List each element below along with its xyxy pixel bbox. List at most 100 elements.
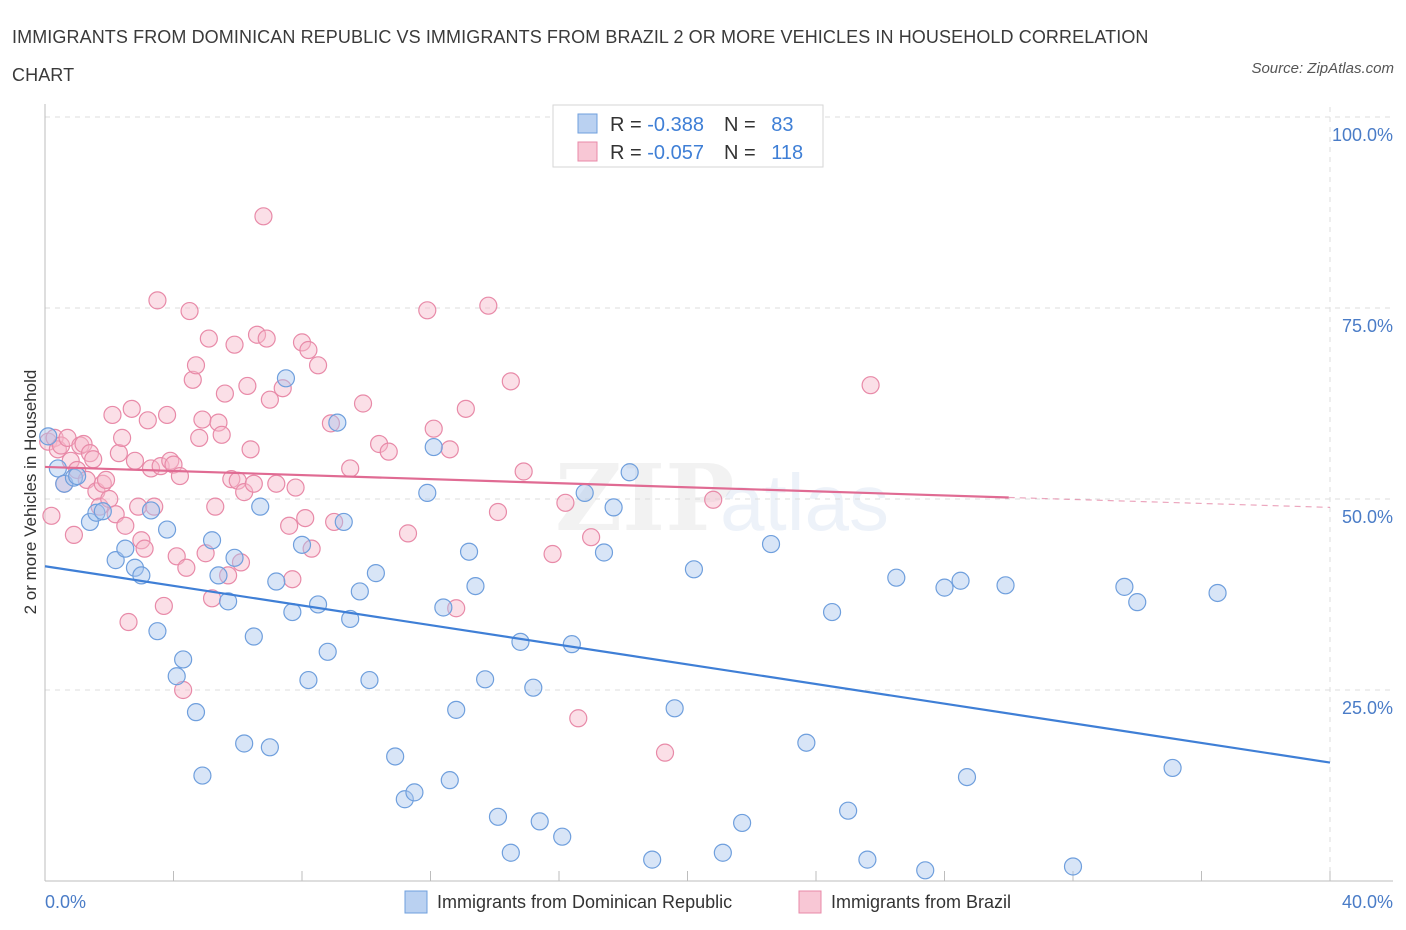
dominican-point — [116, 539, 135, 558]
dominican-point — [260, 738, 279, 757]
dominican-point — [157, 520, 177, 539]
dominican-point — [459, 542, 479, 561]
dominican-point — [935, 578, 954, 597]
brazil-point — [370, 434, 389, 454]
brazil-point — [267, 474, 286, 493]
dominican-point — [620, 463, 639, 482]
brazil-point — [190, 428, 209, 447]
dominican-point — [839, 801, 858, 820]
dominican-point — [308, 595, 328, 614]
brazil-point — [157, 405, 177, 425]
brazil-point — [122, 399, 141, 418]
dominican-point — [366, 564, 385, 583]
brazil-point — [479, 296, 498, 315]
dominican-point — [93, 502, 112, 521]
legend-r-value-brazil: -0.057 — [647, 142, 704, 164]
dominican-point — [267, 572, 286, 591]
dominican-point — [501, 843, 520, 862]
legend-row-dominican-text: R = -0.388 N = 83 — [610, 114, 793, 136]
brazil-point — [164, 455, 183, 474]
brazil-point — [286, 478, 305, 497]
dominican-point — [283, 602, 302, 622]
brazil-point — [655, 743, 675, 762]
brazil-trend-line — [44, 465, 1009, 499]
brazil-point — [283, 570, 302, 589]
y-tick-label: 25.0% — [1342, 698, 1393, 718]
dominican-point — [713, 843, 732, 862]
dominican-point — [575, 483, 594, 502]
dominican-point — [511, 632, 530, 651]
brazil-point — [42, 506, 61, 525]
dominican-point — [684, 560, 704, 579]
trend-lines — [44, 465, 1331, 764]
dominican-point — [318, 642, 337, 661]
dominican-point — [1115, 577, 1134, 596]
brazil-point — [582, 528, 601, 547]
y-tick-label: 75.0% — [1342, 316, 1393, 336]
brazil-point — [501, 372, 520, 391]
brazil-point — [183, 370, 202, 389]
legend-r-label-brazil: R = — [610, 142, 647, 164]
dominican-point — [434, 598, 453, 617]
dominican-point — [887, 568, 906, 587]
correlation-legend-box — [552, 104, 824, 168]
dominican-point — [665, 699, 684, 718]
dominican-point — [488, 807, 508, 826]
brazil-point — [148, 291, 167, 310]
dominican-point — [530, 812, 549, 831]
dominican-point — [996, 576, 1015, 595]
bottom-legend-swatch-brazil — [798, 890, 822, 914]
dominican-point — [87, 503, 106, 522]
dominican-point — [235, 734, 254, 753]
y-axis-label: 2 or more Vehicles in Household — [21, 370, 40, 615]
dominican-point — [643, 850, 662, 869]
legend-r-value-dominican: -0.388 — [647, 114, 704, 136]
dominican-point — [1063, 857, 1083, 876]
brazil-point — [51, 436, 71, 455]
legend-n-label-brazil: N = — [724, 142, 761, 164]
brazil-point — [199, 329, 218, 348]
dominican-point — [858, 850, 877, 869]
brazil-point — [154, 596, 173, 616]
legend-r-label-dominican: R = — [610, 114, 647, 136]
dominican-point — [476, 670, 495, 689]
dominican-point — [1128, 593, 1147, 612]
dominican-point — [524, 678, 543, 697]
brazil-point — [569, 709, 588, 728]
brazil-point — [447, 599, 466, 618]
dominican-point — [440, 771, 459, 790]
dominican-point — [209, 566, 228, 585]
brazil-point — [206, 497, 225, 516]
brazil-point — [308, 356, 328, 375]
watermark-atlas: atlas — [720, 458, 889, 547]
brazil-point — [292, 333, 312, 352]
dominican-point — [148, 622, 167, 641]
dominican-point — [604, 498, 623, 517]
brazil-point — [398, 524, 418, 543]
bottom-legend-label-brazil: Immigrants from Brazil — [831, 892, 1011, 912]
dominican-point — [80, 512, 100, 532]
dominican-point — [292, 535, 312, 554]
brazil-point — [244, 474, 263, 493]
brazil-point — [74, 434, 93, 454]
brazil-point — [488, 502, 508, 522]
dominican-point — [244, 627, 263, 646]
brazil-point — [543, 544, 562, 564]
brazil-point — [247, 325, 267, 344]
dominican-trend-line — [44, 565, 1331, 764]
legend-n-value-brazil: 118 — [771, 142, 803, 164]
source-credit: Source: ZipAtlas.com — [1251, 60, 1394, 77]
dominican-point — [39, 427, 58, 446]
brazil-point — [296, 508, 315, 528]
dominican-point — [334, 512, 353, 532]
brazil-point — [556, 493, 575, 512]
dominican-point — [386, 747, 405, 766]
brazil-point — [299, 340, 318, 360]
x-tick-label-max: 40.0% — [1342, 892, 1393, 912]
legend-row-brazil-text: R = -0.057 N = 118 — [610, 142, 803, 164]
brazil-point — [379, 442, 398, 461]
brazil-points — [39, 207, 880, 762]
dominican-point — [562, 635, 581, 654]
bottom-legend-swatch-dominican — [404, 890, 428, 914]
